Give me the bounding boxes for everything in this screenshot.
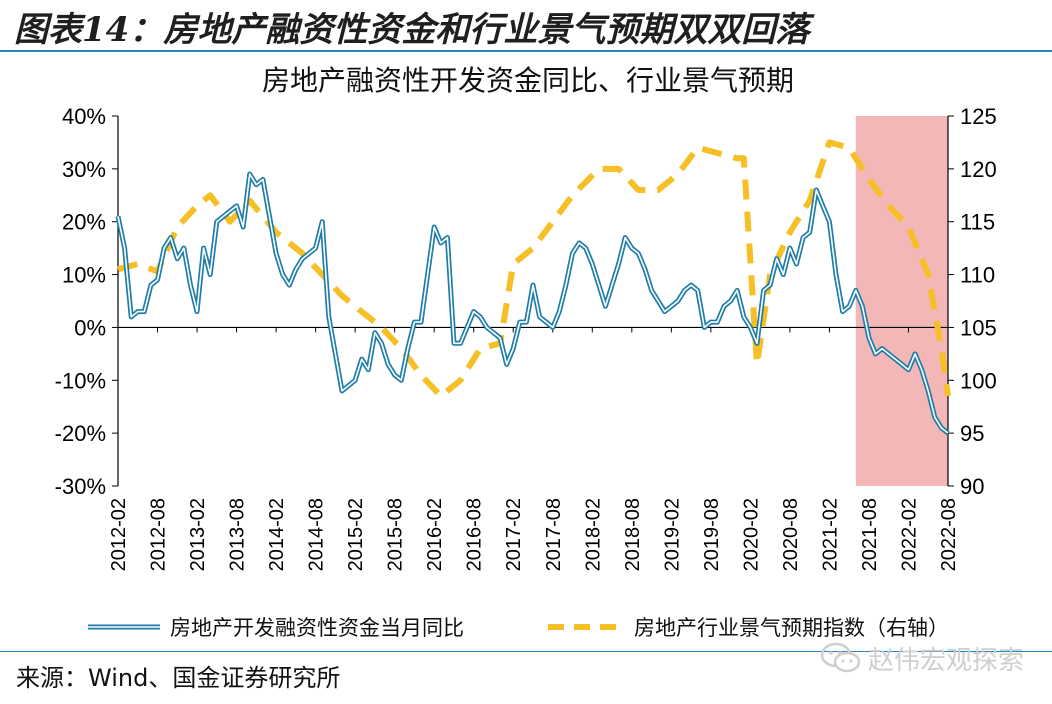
right-tick-label: 125 [960, 104, 997, 129]
watermark: 赵伟宏观探索 [812, 638, 1048, 678]
x-tick-label: 2018-02 [582, 498, 604, 571]
header-divider [0, 50, 1052, 52]
legend-label-financing: 房地产开发融资性资金当月同比 [170, 617, 464, 640]
x-tick-label: 2014-02 [266, 498, 288, 571]
chart-title: 房地产融资性开发资金同比、行业景气预期 [262, 65, 794, 96]
left-tick-label: 10% [62, 263, 106, 288]
left-tick-label: -10% [55, 368, 106, 393]
x-tick-label: 2020-08 [780, 498, 802, 571]
left-tick-label: 0% [74, 315, 106, 340]
x-tick-label: 2018-08 [622, 498, 644, 571]
x-tick-label: 2019-08 [701, 498, 723, 571]
figure-title: 图表14：房地产融资性资金和行业景气预期双双回落 [14, 10, 810, 50]
left-tick-label: 40% [62, 104, 106, 129]
source-note: 来源：Wind、国金证券研究所 [16, 664, 341, 692]
x-tick-label: 2022-08 [938, 498, 960, 571]
left-tick-label: -20% [55, 421, 106, 446]
x-tick-label: 2015-02 [345, 498, 367, 571]
x-tick-label: 2012-08 [148, 498, 170, 571]
x-tick-label: 2013-08 [227, 498, 249, 571]
x-tick-label: 2017-02 [503, 498, 525, 571]
x-tick-label: 2015-08 [385, 498, 407, 571]
right-tick-label: 100 [960, 368, 997, 393]
left-tick-label: 30% [62, 157, 106, 182]
x-tick-label: 2012-02 [108, 498, 130, 571]
wechat-icon [820, 642, 861, 673]
x-tick-label: 2014-08 [306, 498, 328, 571]
x-tick-label: 2016-02 [424, 498, 446, 571]
series-line-financing-inner [117, 173, 949, 434]
right-tick-label: 115 [960, 210, 995, 235]
left-tick-label: -30% [55, 474, 106, 499]
series-line-financing [115, 171, 950, 436]
right-tick-label: 95 [960, 421, 984, 446]
x-tick-label: 2022-02 [898, 498, 920, 571]
right-tick-label: 110 [960, 263, 995, 288]
x-tick-label: 2017-08 [543, 498, 565, 571]
x-tick-label: 2020-02 [740, 498, 762, 571]
right-tick-label: 120 [960, 157, 997, 182]
left-tick-label: 20% [62, 210, 106, 235]
chart-area: 房地产融资性开发资金同比、行业景气预期 40% 30% 20% 10% 0% -10% -20… [55, 65, 997, 640]
legend-label-expectation: 房地产行业景气预期指数（右轴） [634, 617, 949, 640]
x-tick-label: 2013-02 [187, 498, 209, 571]
x-tick-label: 2021-02 [819, 498, 841, 571]
x-tick-label: 2021-08 [859, 498, 881, 571]
figure-header: 图表14：房地产融资性资金和行业景气预期双双回落 [0, 0, 1052, 54]
x-tick-label: 2019-02 [661, 498, 683, 571]
right-tick-label: 105 [960, 315, 997, 340]
x-tick-label: 2016-08 [464, 498, 486, 571]
watermark-text: 赵伟宏观探索 [868, 646, 1025, 676]
footer-divider [0, 651, 1052, 652]
right-tick-label: 90 [960, 474, 984, 499]
series-line-expectation [117, 139, 951, 400]
